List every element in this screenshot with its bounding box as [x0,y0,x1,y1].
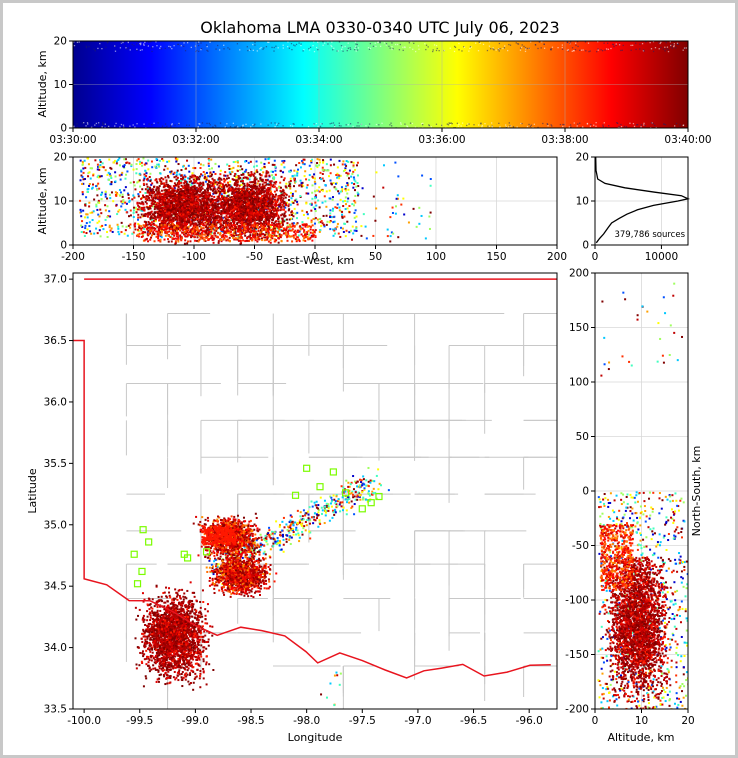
latitude-ytick-5: 36.0 [44,396,67,408]
north-south-ytick-7: -150 [565,649,589,661]
time-altitude-panel: 0 10 20 03:30:00 03:32:00 03:34:00 03:36:00 03… [36,36,712,147]
longitude-xtick-6: -97.0 [404,715,431,727]
lma-station-10 [329,468,337,476]
longitude-xtick-8: -96.0 [516,715,543,727]
time-altitude-ytick-0: 0 [60,123,67,135]
east-west-ytick-0: 0 [60,240,67,252]
lma-station-15 [291,491,300,499]
figure-frame: Oklahoma LMA 0330-0340 UTC July 06, 2023… [3,3,735,755]
altitude-histogram-panel: 0 10 20 0 10000 379,786 sources [576,152,691,263]
lma-figure: Oklahoma LMA 0330-0340 UTC July 06, 2023… [26,18,712,745]
east-west-panel: 0 10 20 -200 -150 -100 -50 0 50 100 150 200 East-W… [36,152,567,268]
latitude-ytick-1: 34.0 [44,642,67,654]
east-west-xtick-8: 200 [547,251,567,263]
longitude-xtick-0: -100.0 [67,715,101,727]
north-south-ytick-6: -100 [565,595,589,607]
lma-station-0 [139,526,147,534]
lma-station-12 [358,505,366,513]
east-west-xtick-0: -200 [61,251,85,263]
longitude-xtick-3: -98.5 [237,715,264,727]
north-south-ylabel: North-South, km [690,446,703,537]
lma-station-8 [303,464,311,472]
time-altitude-ytick-1: 10 [54,79,67,91]
east-west-xtick-4: 0 [312,251,319,263]
north-south-xtick-1: 10 [635,715,648,727]
north-south-ytick-3: 50 [576,431,589,443]
latitude-label: Latitude [26,468,39,514]
lma-station-14 [375,492,383,501]
altitude-profile-line [595,156,691,244]
north-south-xtick-2: 20 [681,715,694,727]
latitude-ytick-2: 34.5 [44,581,67,593]
longitude-label: Longitude [288,731,343,744]
time-xtick-2: 03:34:00 [295,134,342,146]
north-south-ytick-8: -200 [565,704,589,716]
time-xtick-5: 03:40:00 [664,134,711,146]
north-south-ytick-1: 150 [569,322,589,334]
north-south-xtick-0: 0 [592,715,599,727]
time-xtick-0: 03:30:00 [49,134,96,146]
east-west-xtick-1: -150 [122,251,146,263]
longitude-xtick-4: -98.0 [293,715,320,727]
histogram-xtick-0: 0 [592,251,599,263]
east-west-ytick-1: 10 [54,196,67,208]
latitude-ytick-0: 33.5 [44,704,67,716]
north-south-ytick-4: 0 [582,486,589,498]
time-xtick-1: 03:32:00 [172,134,219,146]
histogram-ytick-1: 10 [576,196,589,208]
lma-station-1 [145,538,153,546]
longitude-xtick-7: -96.5 [460,715,487,727]
east-west-xtick-3: -50 [246,251,263,263]
time-altitude-ytick-2: 20 [54,36,67,48]
east-west-xlabel: East-West, km [276,254,354,267]
north-south-panel: 200 150 100 50 0 -50 -100 -150 -200 0 10 20 Altitu… [565,268,703,745]
state-border [73,278,557,679]
east-west-xtick-6: 100 [426,251,446,263]
lma-station-11 [341,489,350,497]
north-south-ytick-5: -50 [572,540,589,552]
longitude-xtick-1: -99.5 [126,715,153,727]
time-altitude-ylabel: Altitude, km [36,50,49,117]
lma-station-2 [130,550,138,558]
north-south-ytick-2: 100 [569,377,589,389]
east-west-xtick-7: 150 [486,251,506,263]
lma-station-3 [138,567,146,576]
lma-station-7 [202,548,211,556]
figure-title: Oklahoma LMA 0330-0340 UTC July 06, 2023 [200,18,559,37]
north-south-xlabel: Altitude, km [607,731,674,744]
lma-station-9 [316,483,324,491]
east-west-ylabel: Altitude, km [36,167,49,234]
plan-view-panel: 33.5 34.0 34.5 35.0 35.5 36.0 36.5 37.0 -100.0 -… [26,272,558,744]
longitude-xtick-2: -99.0 [182,715,209,727]
histogram-ytick-2: 20 [576,152,589,164]
source-count-annotation: 379,786 sources [614,230,685,240]
lma-station-4 [133,580,142,588]
longitude-xtick-5: -97.5 [349,715,376,727]
histogram-ytick-0: 0 [582,240,589,252]
north-south-ytick-0: 200 [569,268,589,280]
time-xtick-4: 03:38:00 [541,134,588,146]
histogram-xtick-1: 10000 [645,251,678,263]
lma-station-13 [367,499,375,507]
latitude-ytick-4: 35.5 [44,458,67,470]
east-west-xtick-2: -100 [182,251,206,263]
east-west-ytick-2: 20 [54,152,67,164]
time-xtick-3: 03:36:00 [418,134,465,146]
latitude-ytick-7: 37.0 [44,274,67,286]
lma-station-6 [184,554,192,562]
latitude-ytick-3: 35.0 [44,519,67,531]
latitude-ytick-6: 36.5 [44,335,67,347]
east-west-xtick-5: 50 [369,251,382,263]
